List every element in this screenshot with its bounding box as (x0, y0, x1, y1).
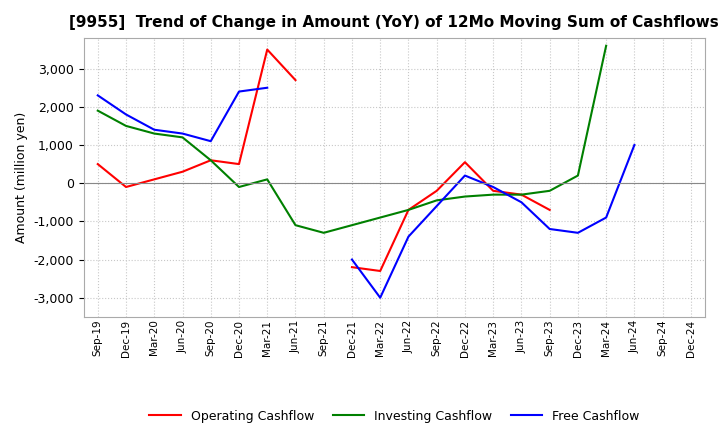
Investing Cashflow (602, 43, 611, 48)
Operating Cashflow (122, 184, 130, 190)
Investing Cashflow (207, 158, 215, 163)
Free Cashflow (263, 85, 271, 90)
Free Cashflow (94, 93, 102, 98)
Operating Cashflow (178, 169, 186, 174)
Free Cashflow (178, 131, 186, 136)
Investing Cashflow (94, 108, 102, 113)
Investing Cashflow (150, 131, 158, 136)
Investing Cashflow (545, 188, 554, 194)
Line: Investing Cashflow: Investing Cashflow (98, 46, 606, 233)
Operating Cashflow (291, 77, 300, 83)
Investing Cashflow (263, 177, 271, 182)
Operating Cashflow (150, 177, 158, 182)
Line: Free Cashflow: Free Cashflow (98, 88, 267, 141)
Investing Cashflow (178, 135, 186, 140)
Investing Cashflow (461, 194, 469, 199)
Investing Cashflow (291, 223, 300, 228)
Investing Cashflow (376, 215, 384, 220)
Investing Cashflow (235, 184, 243, 190)
Operating Cashflow (94, 161, 102, 167)
Free Cashflow (150, 127, 158, 132)
Legend: Operating Cashflow, Investing Cashflow, Free Cashflow: Operating Cashflow, Investing Cashflow, … (144, 405, 644, 428)
Investing Cashflow (348, 223, 356, 228)
Free Cashflow (235, 89, 243, 94)
Investing Cashflow (574, 173, 582, 178)
Y-axis label: Amount (million yen): Amount (million yen) (15, 112, 28, 243)
Investing Cashflow (489, 192, 498, 197)
Investing Cashflow (517, 192, 526, 197)
Free Cashflow (122, 112, 130, 117)
Operating Cashflow (207, 158, 215, 163)
Investing Cashflow (320, 230, 328, 235)
Operating Cashflow (235, 161, 243, 167)
Investing Cashflow (122, 123, 130, 128)
Title: [9955]  Trend of Change in Amount (YoY) of 12Mo Moving Sum of Cashflows: [9955] Trend of Change in Amount (YoY) o… (69, 15, 719, 30)
Line: Operating Cashflow: Operating Cashflow (98, 50, 295, 187)
Free Cashflow (207, 139, 215, 144)
Operating Cashflow (263, 47, 271, 52)
Investing Cashflow (404, 207, 413, 213)
Investing Cashflow (433, 198, 441, 203)
